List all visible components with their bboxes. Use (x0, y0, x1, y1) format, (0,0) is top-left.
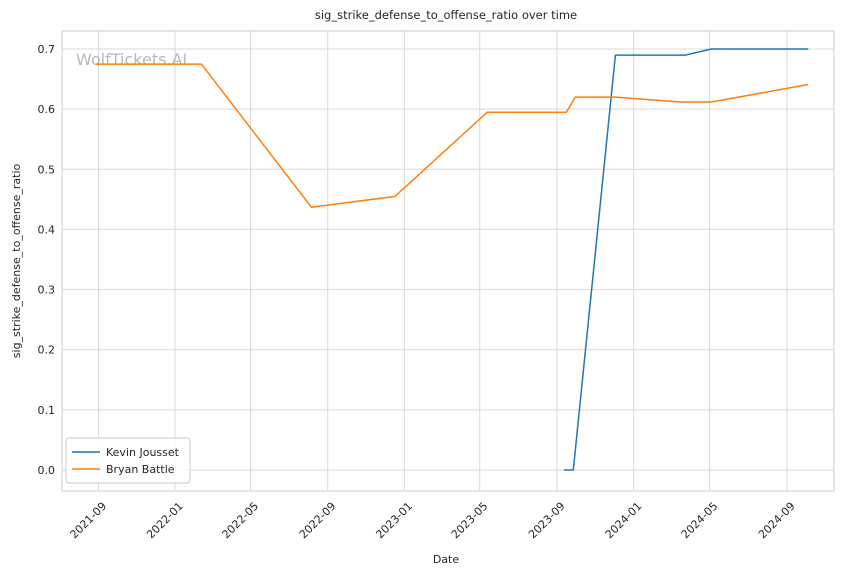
watermark: WolfTickets.AI (76, 50, 187, 69)
y-tick-label: 0.5 (38, 163, 56, 176)
y-tick-label: 0.6 (38, 103, 56, 116)
legend-label-bryan-battle: Bryan Battle (106, 463, 175, 476)
y-tick-label: 0.7 (38, 43, 56, 56)
y-tick-label: 0.1 (38, 404, 56, 417)
x-tick-label: 2024-09 (756, 500, 798, 542)
x-tick-label: 2022-09 (297, 500, 339, 542)
gridlines (62, 31, 834, 491)
x-tick-label: 2023-01 (373, 500, 415, 542)
chart-title: sig_strike_defense_to_offense_ratio over… (315, 8, 577, 22)
y-tick-label: 0.3 (38, 284, 56, 297)
y-axis-ticks: 0.0 0.1 0.2 0.3 0.4 0.5 0.6 0.7 (38, 43, 56, 477)
series-line-kevin-jousset (563, 48, 809, 471)
legend-label-kevin-jousset: Kevin Jousset (106, 446, 180, 459)
x-tick-label: 2022-01 (144, 500, 186, 542)
legend-box (65, 437, 191, 484)
y-tick-label: 0.4 (38, 223, 56, 236)
series-lines (95, 48, 809, 471)
plot-area (61, 30, 835, 492)
y-tick-label: 0.2 (38, 344, 56, 357)
x-tick-label: 2022-05 (220, 500, 262, 542)
x-tick-label: 2023-05 (449, 500, 491, 542)
y-axis-label: sig_strike_defense_to_offense_ratio (10, 164, 23, 359)
x-axis-ticks: 2021-09 2022-01 2022-05 2022-09 2023-01 2023-… (68, 500, 798, 542)
x-tick-label: 2023-09 (526, 500, 568, 542)
series-line-bryan-battle (95, 63, 809, 208)
x-axis-label: Date (433, 553, 460, 566)
x-tick-label: 2024-05 (679, 500, 721, 542)
x-tick-label: 2021-09 (68, 500, 110, 542)
legend: Kevin Jousset Bryan Battle (65, 437, 191, 484)
y-tick-label: 0.0 (38, 464, 56, 477)
x-tick-label: 2024-01 (603, 500, 645, 542)
